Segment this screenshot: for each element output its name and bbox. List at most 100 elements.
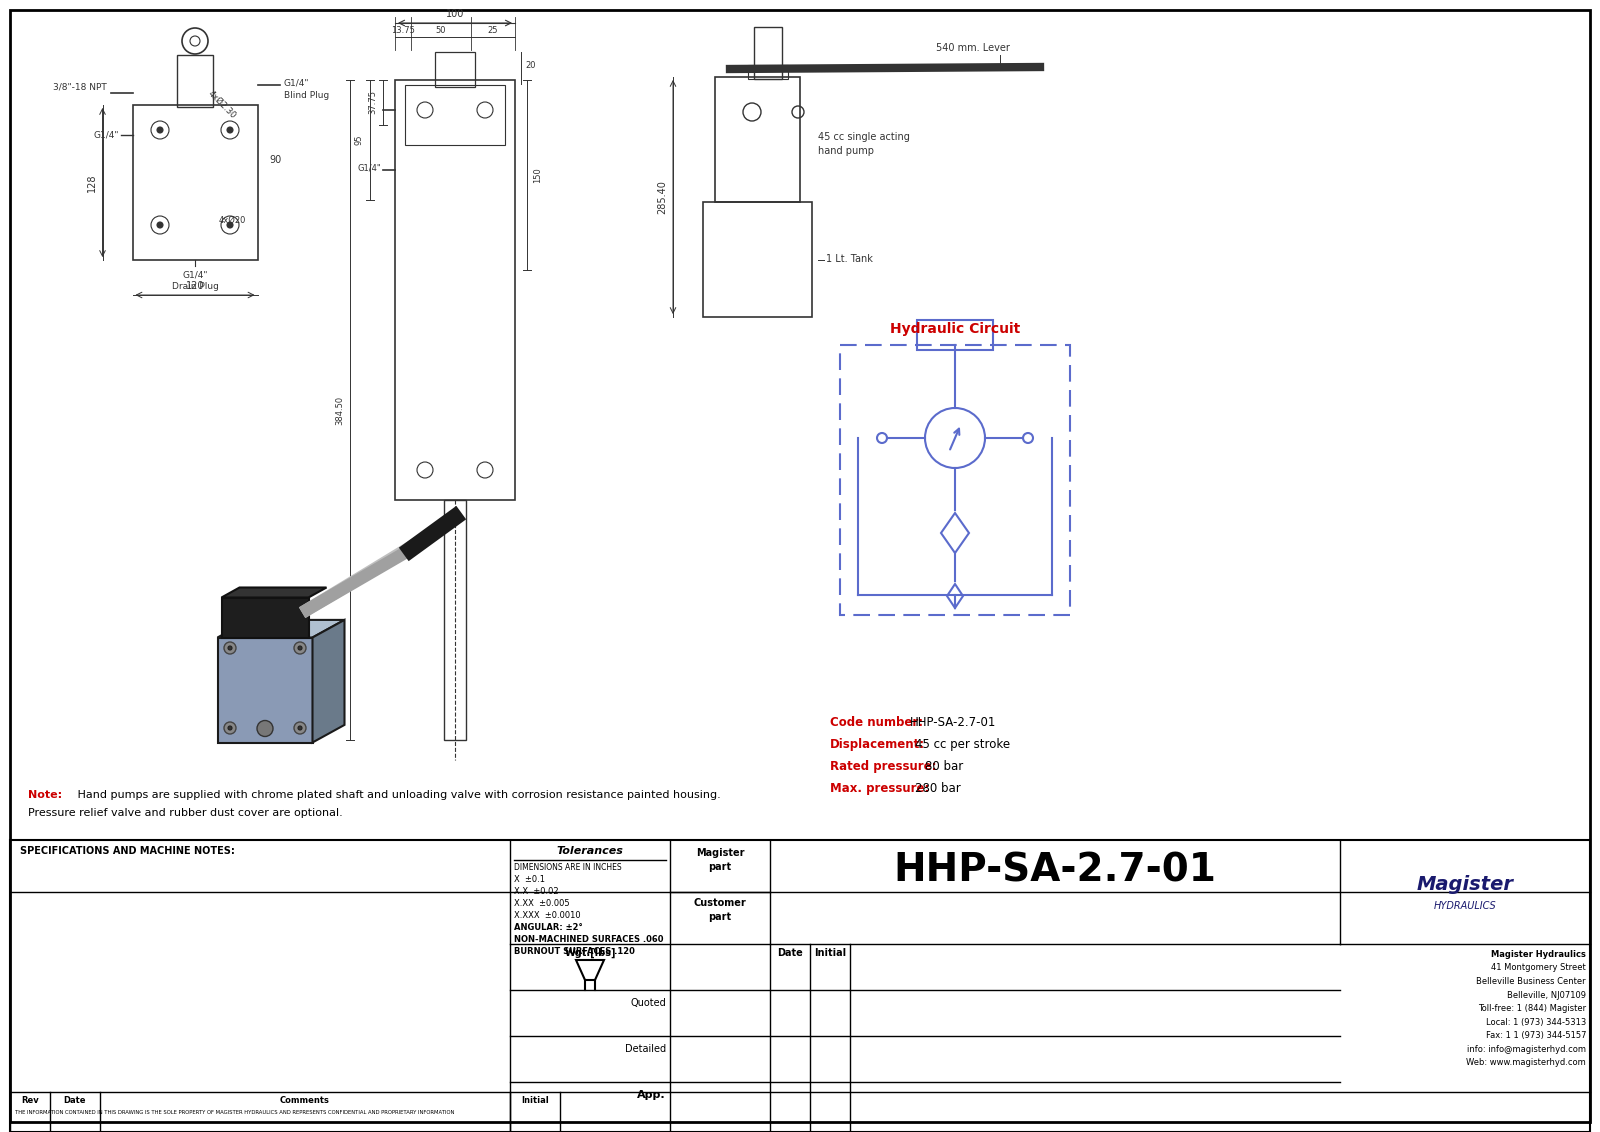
Circle shape — [157, 127, 163, 132]
Text: 50: 50 — [435, 26, 446, 35]
Text: 128: 128 — [86, 173, 96, 191]
Text: Initial: Initial — [522, 1096, 549, 1105]
Text: 150: 150 — [533, 168, 542, 183]
Text: DIMENSIONS ARE IN INCHES: DIMENSIONS ARE IN INCHES — [514, 863, 622, 872]
Text: Rated pressure:: Rated pressure: — [830, 760, 936, 773]
Text: 45 cc per stroke: 45 cc per stroke — [915, 738, 1010, 751]
Text: Belleville, NJ07109: Belleville, NJ07109 — [1507, 990, 1586, 1000]
Text: 540 mm. Lever: 540 mm. Lever — [936, 43, 1010, 53]
Polygon shape — [312, 620, 344, 743]
Text: 285.40: 285.40 — [658, 180, 667, 214]
Circle shape — [294, 722, 306, 734]
Bar — [395, 80, 515, 500]
Text: Note:: Note: — [29, 790, 62, 800]
Bar — [754, 27, 782, 79]
Text: Drain Plug: Drain Plug — [171, 282, 219, 291]
Text: ANGULAR: ±2°: ANGULAR: ±2° — [514, 923, 582, 932]
Text: G1/4": G1/4" — [182, 271, 208, 278]
Text: 90: 90 — [269, 155, 282, 165]
Text: 384.50: 384.50 — [334, 395, 344, 424]
Text: HYDRAULICS: HYDRAULICS — [1434, 901, 1496, 911]
Text: SPECIFICATIONS AND MACHINE NOTES:: SPECIFICATIONS AND MACHINE NOTES: — [19, 846, 235, 856]
Text: NON-MACHINED SURFACES .060: NON-MACHINED SURFACES .060 — [514, 935, 664, 944]
Text: X.XX  ±0.005: X.XX ±0.005 — [514, 899, 570, 908]
Text: Toll-free: 1 (844) Magister: Toll-free: 1 (844) Magister — [1478, 1004, 1586, 1013]
Text: Hydraulic Circuit: Hydraulic Circuit — [890, 321, 1021, 336]
Text: hand pump: hand pump — [818, 146, 874, 155]
Circle shape — [294, 642, 306, 654]
Text: Rev: Rev — [21, 1096, 38, 1105]
Text: Detailed: Detailed — [626, 1044, 666, 1054]
Text: Blind Plug: Blind Plug — [283, 91, 328, 100]
Text: part: part — [709, 912, 731, 921]
Text: HHP-SA-2.7-01: HHP-SA-2.7-01 — [910, 717, 997, 729]
Bar — [917, 320, 994, 350]
Polygon shape — [221, 588, 326, 598]
Circle shape — [227, 222, 234, 228]
Text: 41 Montgomery Street: 41 Montgomery Street — [1491, 963, 1586, 972]
Bar — [405, 85, 506, 145]
Text: 4xØ2.30: 4xØ2.30 — [206, 89, 238, 121]
Text: Wgt.[lbs]: Wgt.[lbs] — [565, 947, 616, 959]
Text: Tolerances: Tolerances — [557, 846, 624, 856]
Bar — [840, 345, 1070, 615]
Text: G1/4": G1/4" — [357, 163, 381, 172]
Text: App.: App. — [637, 1090, 666, 1100]
Text: 20: 20 — [525, 61, 536, 70]
Text: X.X  ±0.02: X.X ±0.02 — [514, 887, 558, 897]
Text: Magister Hydraulics: Magister Hydraulics — [1491, 950, 1586, 959]
Text: 120: 120 — [186, 281, 205, 291]
Text: Local: 1 (973) 344-5313: Local: 1 (973) 344-5313 — [1486, 1018, 1586, 1027]
Circle shape — [224, 642, 237, 654]
Text: Pressure relief valve and rubber dust cover are optional.: Pressure relief valve and rubber dust co… — [29, 808, 342, 818]
Text: Date: Date — [64, 1096, 86, 1105]
Polygon shape — [218, 637, 312, 743]
Circle shape — [227, 127, 234, 132]
Text: 4xØ20: 4xØ20 — [219, 215, 246, 224]
Text: Code number:: Code number: — [830, 717, 923, 729]
Text: 45 cc single acting: 45 cc single acting — [818, 131, 910, 142]
Polygon shape — [221, 598, 309, 637]
Text: Belleville Business Center: Belleville Business Center — [1477, 977, 1586, 986]
Bar — [133, 105, 258, 260]
Circle shape — [229, 726, 232, 730]
Circle shape — [258, 720, 274, 737]
Text: Magister: Magister — [696, 848, 744, 858]
Bar — [435, 52, 475, 87]
Text: HHP-SA-2.7-01: HHP-SA-2.7-01 — [893, 851, 1216, 889]
Text: THE INFORMATION CONTAINED IN THIS DRAWING IS THE SOLE PROPERTY OF MAGISTER HYDRA: THE INFORMATION CONTAINED IN THIS DRAWIN… — [14, 1110, 454, 1115]
Text: G1/4": G1/4" — [283, 79, 309, 88]
Text: Fax: 1 1 (973) 344-5157: Fax: 1 1 (973) 344-5157 — [1485, 1031, 1586, 1040]
Bar — [702, 201, 813, 317]
Circle shape — [157, 222, 163, 228]
Text: Web: www.magisterhyd.com: Web: www.magisterhyd.com — [1466, 1058, 1586, 1067]
Text: G1/4": G1/4" — [93, 130, 118, 139]
Text: part: part — [709, 861, 731, 872]
Text: 80 bar: 80 bar — [925, 760, 963, 773]
Circle shape — [298, 726, 302, 730]
Text: X  ±0.1: X ±0.1 — [514, 875, 546, 884]
Bar — [178, 55, 213, 108]
Text: 100: 100 — [446, 9, 464, 19]
Bar — [715, 77, 800, 201]
Text: Initial: Initial — [814, 947, 846, 958]
Bar — [10, 840, 1590, 1132]
Circle shape — [298, 646, 302, 650]
Polygon shape — [218, 620, 344, 637]
Text: info: info@magisterhyd.com: info: info@magisterhyd.com — [1467, 1045, 1586, 1054]
Text: 25: 25 — [488, 26, 498, 35]
Circle shape — [229, 646, 232, 650]
Text: 3/8"-18 NPT: 3/8"-18 NPT — [53, 82, 107, 91]
Text: Displacement:: Displacement: — [830, 738, 925, 751]
Text: X.XXX  ±0.0010: X.XXX ±0.0010 — [514, 911, 581, 920]
Bar — [749, 65, 787, 79]
Bar — [445, 500, 466, 740]
Text: Hand pumps are supplied with chrome plated shaft and unloading valve with corros: Hand pumps are supplied with chrome plat… — [74, 790, 720, 800]
Text: Comments: Comments — [280, 1096, 330, 1105]
Text: Date: Date — [778, 947, 803, 958]
Text: 37.75: 37.75 — [368, 91, 378, 114]
Text: 280 bar: 280 bar — [915, 782, 960, 795]
Circle shape — [224, 722, 237, 734]
Text: BURNOUT SURFACES .120: BURNOUT SURFACES .120 — [514, 947, 635, 957]
Text: Quoted: Quoted — [630, 998, 666, 1007]
